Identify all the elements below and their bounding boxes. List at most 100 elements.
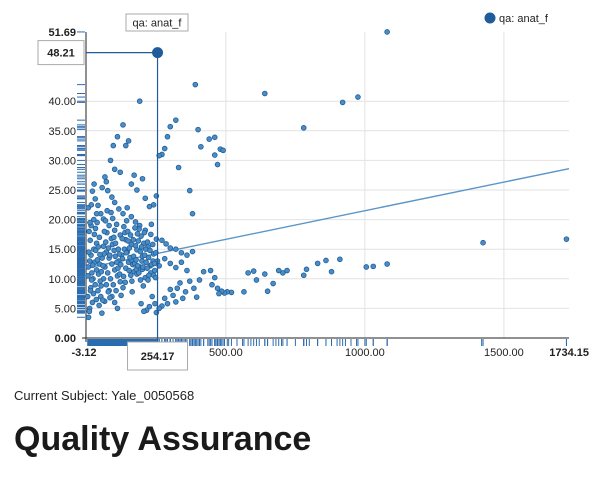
data-point [99,297,106,303]
data-point [122,279,129,286]
data-point [111,227,118,234]
data-point [109,215,116,222]
data-point [196,277,203,283]
data-point [173,246,179,253]
data-point [370,263,377,270]
data-point [127,232,134,238]
data-point [103,178,110,185]
data-point [108,209,114,216]
data-point [109,261,115,267]
data-point [144,265,150,271]
data-point [363,264,370,270]
data-point [220,147,226,154]
data-point [114,305,121,312]
data-point [384,261,390,267]
data-point [134,231,141,237]
data-point [200,268,207,275]
data-point [161,295,168,302]
data-point [173,299,179,305]
trend-line [85,168,570,269]
data-point [173,264,179,271]
data-point [120,284,126,291]
data-point [164,300,171,307]
data-point [126,245,133,251]
data-point [87,237,94,244]
data-point [110,281,117,288]
data-point [133,257,139,263]
x-tick-label: 1500.00 [484,347,524,359]
data-point [89,262,96,268]
data-point [92,225,99,232]
data-point [111,166,118,173]
data-point [95,287,101,294]
data-point [300,272,307,279]
regression-line [85,168,570,269]
data-point [126,267,132,274]
data-point [275,267,282,274]
y-tick-label: 51.69 [48,27,76,39]
data-point [177,280,183,286]
highlight: 48.21 254.17 qa: anat_f [37,13,189,371]
data-point [151,267,158,274]
data-point [216,290,222,297]
data-point [124,204,130,211]
data-point [89,299,96,306]
data-point [186,278,193,284]
x-tick-label: -3.12 [71,347,96,359]
data-point [85,273,91,279]
data-point [127,272,134,279]
data-point [323,257,329,264]
data-point [122,142,129,149]
data-point [128,213,135,220]
data-point [94,219,100,226]
data-points[interactable] [84,29,570,321]
data-point [384,29,390,35]
data-point [211,274,218,281]
y-tick-label: 40.00 [48,96,76,108]
data-point [88,277,95,283]
data-point [138,300,144,307]
data-point [209,281,215,288]
data-point [105,245,112,251]
data-point [189,210,196,217]
data-point [214,161,221,168]
data-point [137,277,144,283]
data-point [92,281,99,288]
legend-label: qa: anat_f [499,13,549,25]
series-label: qa: anat_f [133,18,183,30]
data-point [140,283,147,289]
data-point [149,293,156,300]
data-point [115,246,122,253]
data-point [186,187,193,194]
data-point [96,302,102,309]
data-point [102,239,109,245]
data-point [161,255,168,262]
data-point [86,228,92,235]
data-point [101,228,108,235]
data-point [170,292,176,299]
data-point [110,142,117,149]
data-point [173,117,179,123]
section-title: Quality Assurance [14,420,312,458]
data-point [93,296,100,303]
data-point [104,270,111,276]
highlight-y-value: 48.21 [47,48,75,60]
data-point [146,303,153,310]
data-point [328,268,335,275]
data-point [139,175,146,182]
data-point [264,288,271,295]
data-point [148,231,154,238]
data-point [112,253,119,260]
data-point [86,308,93,315]
data-point [132,225,138,231]
data-point [106,252,113,258]
x-tick-label: 1000.00 [345,347,385,359]
data-point [86,258,93,264]
data-point [102,217,109,224]
data-point [193,294,200,300]
data-point [262,90,268,97]
data-point [120,122,126,128]
data-point [125,138,132,144]
data-point [106,222,112,229]
data-point [143,259,149,266]
